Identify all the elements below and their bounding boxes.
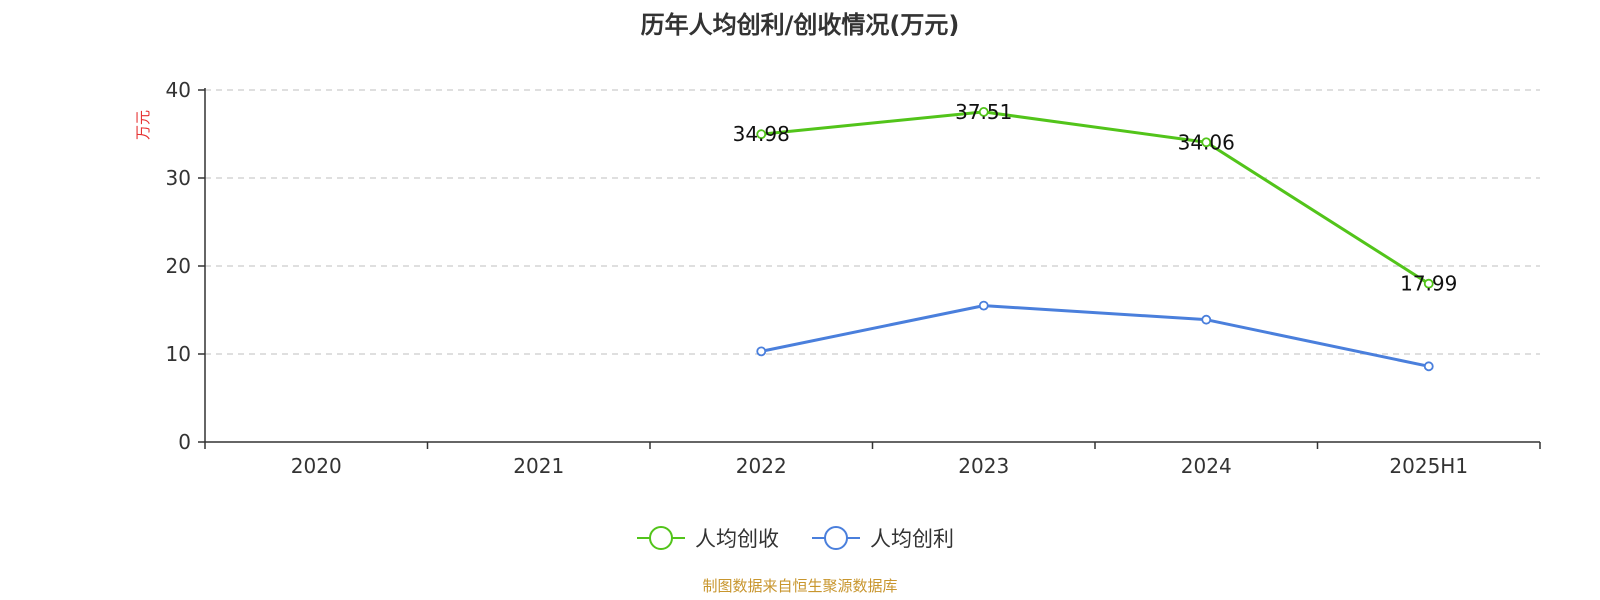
legend-label: 人均创利 [870,527,954,551]
chart-title: 历年人均创利/创收情况(万元) [641,11,960,39]
data-point[interactable] [978,300,989,311]
y-tick-label: 40 [166,78,191,102]
y-tick-label: 0 [178,430,191,454]
legend-circle-icon [824,526,848,550]
data-label: 34.06 [1178,130,1235,154]
y-tick-label: 20 [166,254,191,278]
data-label: 37.51 [955,100,1012,124]
data-point[interactable] [978,107,989,117]
data-point[interactable] [1201,314,1212,325]
data-label: 34.98 [733,122,790,146]
axes: 0 10 20 30 40 2020 2021 2022 2023 2024 2025H1 [166,78,1541,478]
data-label: 17.99 [1400,272,1457,296]
x-tick-label: 2021 [513,454,564,478]
legend-item-1[interactable]: 人均创收 [637,526,779,551]
grid-lines [205,89,1540,355]
legend-item-2[interactable]: 人均创利 [812,526,954,551]
data-point[interactable] [1423,361,1434,372]
x-tick-label: 2022 [736,454,787,478]
data-point[interactable] [756,346,767,357]
series-line-1 [761,110,1430,285]
y-tick-label: 30 [166,166,191,190]
y-tick-label: 10 [166,342,191,366]
x-tick-label: 2025H1 [1389,454,1468,478]
x-tick-label: 2020 [291,454,342,478]
legend-label: 人均创收 [695,527,779,551]
data-point[interactable] [1201,137,1212,148]
legend[interactable]: 人均创收 人均创利 [637,526,954,551]
data-labels: 34.98 37.51 34.06 17.99 [733,100,1458,296]
data-point[interactable] [756,129,767,140]
legend-circle-icon [649,526,673,550]
source-note: 制图数据来自恒生聚源数据库 [702,577,897,595]
data-point[interactable] [1423,278,1434,289]
y-axis-unit-label: 万元 [134,110,152,140]
series-line-2 [760,304,1430,368]
x-tick-label: 2024 [1181,454,1232,478]
series-layer [756,107,1434,372]
x-tick-label: 2023 [958,454,1009,478]
